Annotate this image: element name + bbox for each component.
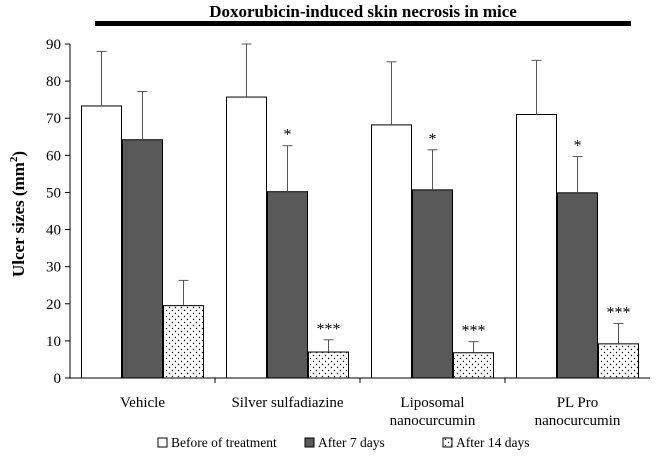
bar <box>226 96 267 379</box>
significance-label: *** <box>317 321 341 338</box>
bar <box>557 192 598 379</box>
x-tick-label-line: Silver sulfadiazine <box>231 395 343 411</box>
legend-swatch <box>442 437 453 448</box>
y-tick-label: 50 <box>46 185 61 201</box>
bar <box>81 105 122 379</box>
legend-label: After 14 days <box>456 435 529 450</box>
legend: Before of treatment After 7 days After 14 … <box>157 435 529 450</box>
legend-label: Before of treatment <box>171 435 277 450</box>
y-axis-label: Ulcer sizes (mm2) <box>8 151 28 277</box>
y-tick-label: 30 <box>46 260 61 276</box>
significance-label: *** <box>462 323 486 340</box>
bar <box>267 191 308 379</box>
bar <box>122 139 163 379</box>
y-tick-label: 10 <box>46 334 61 350</box>
y-tick-label: 70 <box>46 111 61 127</box>
bar <box>371 124 412 379</box>
bar <box>412 189 453 379</box>
bar <box>308 351 349 379</box>
y-tick-label: 0 <box>54 371 62 387</box>
chart-title: Doxorubicin-induced skin necrosis in mic… <box>209 2 517 21</box>
y-tick-label: 90 <box>46 37 61 53</box>
bar <box>598 343 639 379</box>
x-tick-label-line: PL Pro <box>557 395 599 411</box>
x-tick-label-line: nanocurcumin <box>390 413 476 429</box>
x-tick-label: PL Pro nanocurcumin <box>535 395 621 429</box>
y-axis-label-suffix: ) <box>9 151 28 157</box>
bar <box>516 114 557 379</box>
significance-label: * <box>429 131 437 148</box>
significance-label: *** <box>607 304 631 321</box>
x-tick-label-line: Liposomal <box>400 395 464 411</box>
x-tick-label-line: nanocurcumin <box>535 413 621 429</box>
x-tick-label: Silver sulfadiazine <box>231 395 343 411</box>
legend-swatch <box>157 437 168 448</box>
x-tick-label: Vehicle <box>120 395 165 411</box>
x-tick-label-line: Vehicle <box>120 395 165 411</box>
legend-swatch <box>304 437 315 448</box>
bar <box>453 352 494 379</box>
legend-label: After 7 days <box>318 435 385 450</box>
significance-label: * <box>574 137 582 154</box>
y-tick-label: 80 <box>46 74 61 90</box>
bar <box>163 305 204 379</box>
x-tick-label: Liposomal nanocurcumin <box>390 395 476 429</box>
title-bar <box>95 21 631 26</box>
y-axis-label-superscript: 2 <box>8 156 20 162</box>
y-tick-label: 20 <box>46 297 61 313</box>
y-axis-label-main: Ulcer sizes (mm <box>9 162 28 277</box>
significance-label: * <box>284 127 292 144</box>
y-tick-label: 60 <box>46 148 61 164</box>
y-tick-label: 40 <box>46 223 61 239</box>
